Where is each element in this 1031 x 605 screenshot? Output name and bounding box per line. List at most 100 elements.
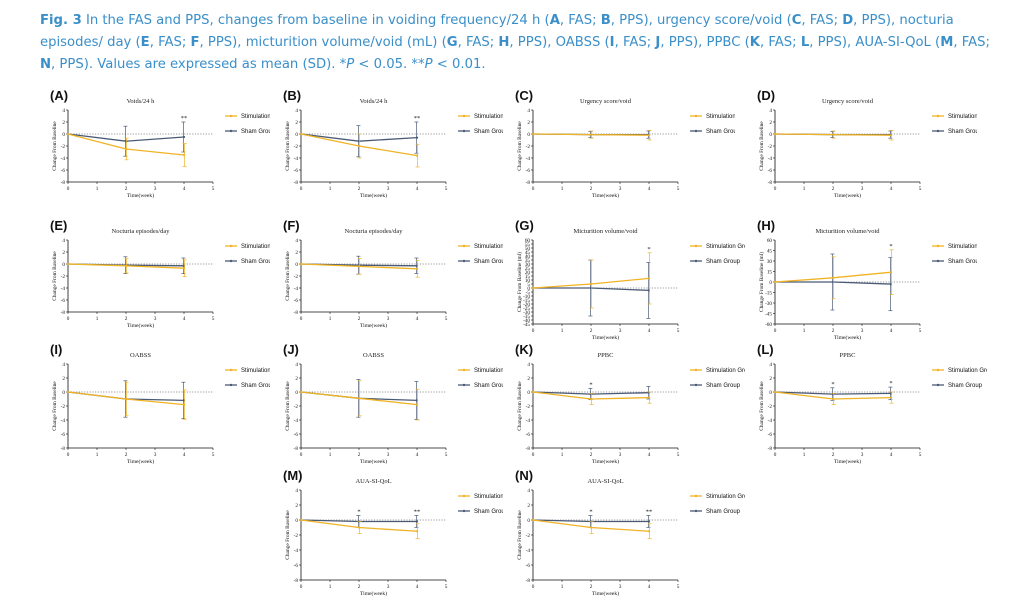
y-tick-label: -45 bbox=[523, 322, 530, 328]
data-point bbox=[647, 530, 651, 533]
y-tick-label: -2 bbox=[294, 144, 299, 150]
caption-segment: P bbox=[346, 57, 355, 72]
panel-label: (C) bbox=[515, 88, 534, 103]
x-tick-label: 2 bbox=[358, 584, 361, 590]
caption-segment: I bbox=[609, 35, 615, 50]
x-tick-label: 3 bbox=[154, 316, 157, 322]
chart-panel-n: (N) AUA-SI-QoL -8 -6 -4 -2 0 2 4 0 1 2 3 4 5 Time(week)… bbox=[515, 468, 745, 598]
panel-label: (H) bbox=[757, 218, 776, 233]
caption-segment: , PPS), urgency score/void ( bbox=[610, 13, 792, 28]
y-tick-label: 2 bbox=[295, 120, 298, 126]
y-tick-label: -2 bbox=[61, 404, 66, 410]
x-axis-label: Time(week) bbox=[834, 192, 861, 199]
data-point bbox=[299, 390, 303, 394]
significance-marker: * bbox=[831, 381, 834, 388]
y-tick-label: -6 bbox=[526, 168, 531, 174]
y-tick-label: -8 bbox=[526, 446, 531, 452]
y-tick-label: -4 bbox=[294, 286, 299, 292]
chart-title: Urgency score/void bbox=[580, 98, 632, 105]
legend-marker bbox=[229, 383, 233, 387]
data-point bbox=[889, 271, 893, 274]
y-tick-label: 2 bbox=[527, 376, 530, 382]
y-tick-label: -4 bbox=[768, 156, 773, 162]
legend-label-sham: Sham Group bbox=[474, 259, 503, 265]
data-point bbox=[182, 135, 186, 139]
y-tick-label: 2 bbox=[527, 503, 530, 509]
data-point bbox=[415, 154, 419, 157]
y-tick-label: -2 bbox=[61, 274, 66, 280]
y-tick-label: -6 bbox=[61, 168, 66, 174]
x-tick-label: 5 bbox=[677, 328, 680, 334]
legend-marker bbox=[462, 383, 466, 387]
y-tick-label: 0 bbox=[527, 518, 530, 524]
chart-panel-l: (L) PPBC -8 -6 -4 -2 0 2 4 0 1 2 3 4 5 Time(week) Change… bbox=[757, 342, 987, 466]
data-point bbox=[182, 403, 186, 406]
chart-svg: PPBC -8 -6 -4 -2 0 2 4 0 1 2 3 4 5 Time(week) Change Fr… bbox=[759, 352, 987, 465]
data-point bbox=[647, 134, 651, 137]
x-tick-label: 2 bbox=[832, 186, 835, 192]
chart-title: Urgency score/void bbox=[822, 98, 874, 105]
x-tick-label: 3 bbox=[387, 186, 390, 192]
y-tick-label: 4 bbox=[527, 362, 530, 368]
caption-segment: A bbox=[549, 13, 560, 28]
y-tick-label: -8 bbox=[294, 446, 299, 452]
caption-segment: , FAS; bbox=[801, 13, 843, 28]
y-tick-label: 4 bbox=[62, 362, 65, 368]
significance-marker: * bbox=[589, 382, 592, 389]
y-tick-label: -8 bbox=[61, 180, 66, 186]
y-tick-label: -2 bbox=[526, 144, 531, 150]
data-point bbox=[531, 518, 535, 522]
y-tick-label: 40 bbox=[525, 254, 531, 260]
chart-panel-a: (A) Voids/24 h -8 -6 -4 -2 0 2 4 0 1 2 3 4 5 Time(week)… bbox=[50, 88, 270, 200]
panel-label: (A) bbox=[50, 88, 69, 103]
legend-marker bbox=[936, 383, 940, 387]
x-axis-label: Time(week) bbox=[360, 590, 387, 597]
data-point bbox=[589, 133, 593, 136]
legend-label-sham: Sham Group bbox=[948, 383, 983, 389]
x-tick-label: 4 bbox=[890, 328, 893, 334]
legend-label-sham: Sham Group bbox=[241, 129, 270, 135]
legend-marker bbox=[462, 259, 466, 263]
y-tick-label: 2 bbox=[62, 120, 65, 126]
y-tick-label: -6 bbox=[294, 563, 299, 569]
data-point bbox=[124, 264, 128, 267]
x-tick-label: 0 bbox=[774, 328, 777, 334]
y-tick-label: -4 bbox=[294, 548, 299, 554]
panel-label: (B) bbox=[283, 88, 302, 103]
legend-label-stimulation: Stimulation Group bbox=[706, 368, 745, 374]
legend-marker bbox=[462, 494, 466, 498]
x-tick-label: 2 bbox=[590, 328, 593, 334]
x-tick-label: 3 bbox=[387, 584, 390, 590]
legend-marker bbox=[462, 368, 466, 372]
significance-marker: * bbox=[889, 380, 892, 387]
legend-marker bbox=[694, 129, 698, 133]
y-tick-label: -30 bbox=[765, 301, 772, 307]
y-tick-label: 55 bbox=[525, 242, 531, 248]
y-axis-label: Change From Baseline bbox=[517, 381, 523, 431]
chart-panel-k: (K) PPBC -8 -6 -4 -2 0 2 4 0 1 2 3 4 5 Time(week) Change… bbox=[515, 342, 745, 466]
y-tick-label: 4 bbox=[527, 108, 530, 114]
data-point bbox=[299, 132, 303, 136]
x-tick-label: 2 bbox=[358, 186, 361, 192]
chart-svg: Voids/24 h -8 -6 -4 -2 0 2 4 0 1 2 3 4 5 Time(week) Cha… bbox=[285, 98, 503, 199]
caption-segment: , FAS; bbox=[457, 35, 499, 50]
y-tick-label: -2 bbox=[294, 533, 299, 539]
x-axis-label: Time(week) bbox=[360, 458, 387, 465]
panel-label: (I) bbox=[50, 342, 63, 357]
panel-label: (K) bbox=[515, 342, 534, 357]
y-tick-label: -2 bbox=[768, 404, 773, 410]
x-axis-label: Time(week) bbox=[834, 458, 861, 465]
chart-title: Voids/24 h bbox=[360, 98, 389, 105]
chart-svg: AUA-SI-QoL -8 -6 -4 -2 0 2 4 0 1 2 3 4 5 Time(week) Cha… bbox=[517, 478, 745, 597]
x-tick-label: 1 bbox=[803, 186, 806, 192]
legend-marker bbox=[694, 494, 698, 498]
x-tick-label: 0 bbox=[67, 316, 70, 322]
data-point bbox=[831, 397, 835, 401]
caption-segment: , FAS; bbox=[953, 35, 990, 50]
legend-marker bbox=[462, 244, 466, 248]
x-tick-label: 3 bbox=[861, 328, 864, 334]
legend-marker bbox=[462, 129, 466, 133]
x-tick-label: 4 bbox=[183, 186, 186, 192]
y-axis-label: Change From Baseline bbox=[285, 251, 291, 301]
panel-label: (E) bbox=[50, 218, 68, 233]
